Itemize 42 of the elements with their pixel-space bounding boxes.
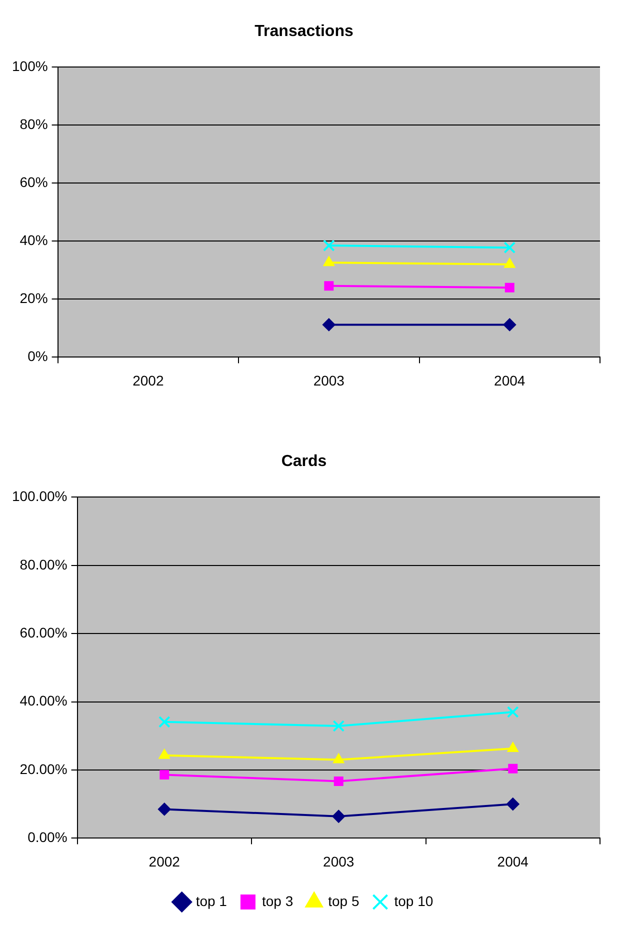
y-tick-label: 80.00% — [20, 556, 68, 572]
point — [322, 240, 335, 252]
point — [503, 318, 516, 332]
y-tick-label: 100.00% — [12, 488, 68, 504]
y-tick-label: 20% — [20, 290, 48, 306]
x-tick-label: 2004 — [494, 372, 526, 388]
point — [332, 810, 346, 823]
chart-title: Cards — [281, 453, 327, 470]
point — [324, 281, 334, 291]
point — [322, 318, 336, 332]
x-tick-label: 2002 — [148, 853, 180, 870]
point — [332, 720, 345, 732]
point — [160, 770, 170, 780]
point — [332, 753, 344, 764]
legend-label: top 5 — [328, 892, 360, 909]
legend-label: top 3 — [262, 892, 294, 909]
legend-label: top 1 — [196, 892, 228, 909]
y-tick-label: 80% — [20, 116, 48, 132]
point — [158, 748, 170, 759]
point — [158, 802, 171, 816]
x-tick-label: 2003 — [323, 853, 354, 870]
x-tick-label: 2002 — [132, 372, 164, 388]
point — [504, 282, 514, 292]
legend-label: top 10 — [394, 892, 434, 909]
y-tick-label: 100% — [12, 58, 48, 74]
point — [504, 242, 516, 254]
point — [158, 716, 170, 728]
x-tick-label: 2004 — [497, 853, 529, 870]
x-tick-label: 2003 — [313, 372, 345, 388]
y-tick-label: 0.00% — [28, 829, 68, 846]
y-tick-label: 60% — [20, 174, 48, 190]
chart-title: Transactions — [254, 23, 354, 40]
point — [506, 706, 519, 718]
y-tick-label: 40% — [20, 232, 48, 248]
y-tick-label: 0% — [28, 348, 48, 364]
point — [508, 764, 518, 774]
y-tick-label: 20.00% — [20, 760, 68, 777]
point — [507, 742, 519, 752]
y-tick-label: 40.00% — [20, 692, 68, 709]
point — [506, 798, 520, 811]
y-tick-label: 60.00% — [20, 624, 68, 640]
point — [334, 776, 344, 786]
